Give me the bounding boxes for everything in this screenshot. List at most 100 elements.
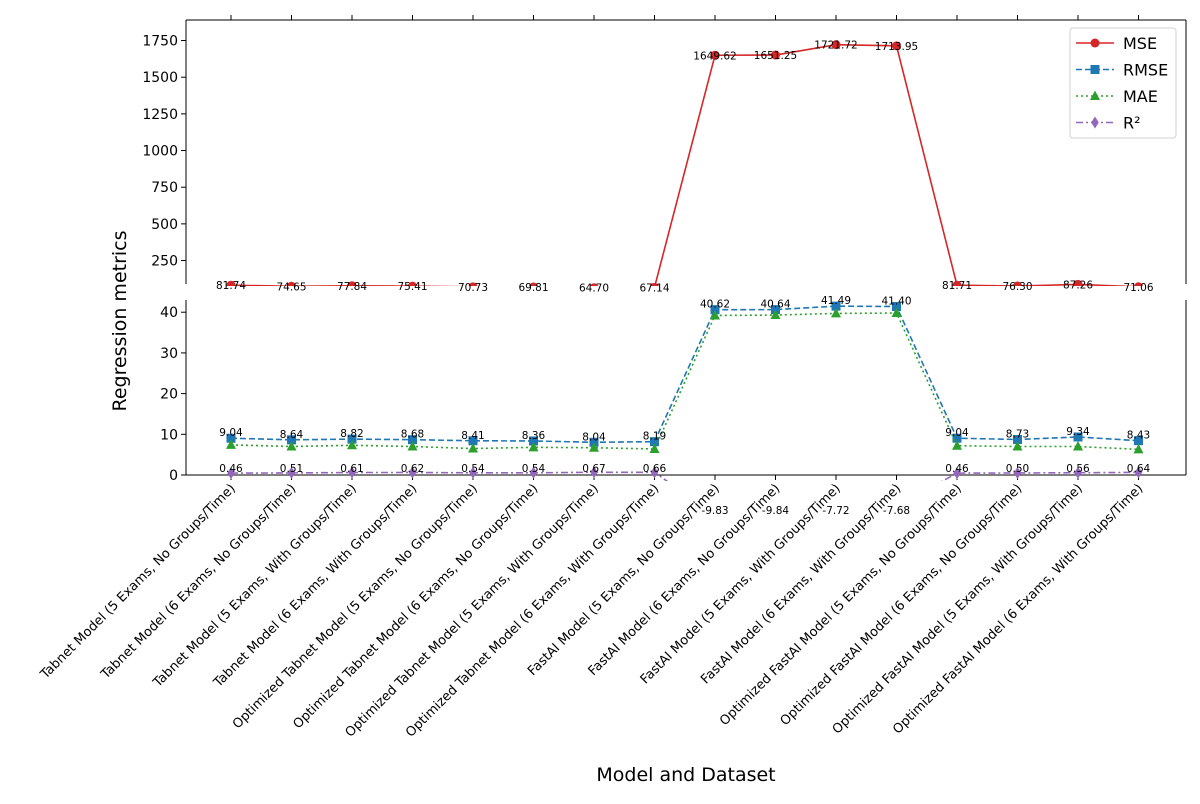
rmse-data-label: 8.19: [643, 431, 666, 443]
series-marker-rmse: [227, 291, 236, 300]
series-marker-mae: [896, 285, 897, 286]
series-marker-mse: [710, 50, 720, 60]
series-marker-rmse: [952, 433, 962, 443]
rmse-data-label: 40.64: [760, 299, 790, 311]
series-marker-mse: [529, 282, 538, 286]
series-marker-mae: [468, 443, 478, 453]
legend-marker-rmse: [1090, 65, 1100, 74]
legend-label-mse: MSE: [1123, 34, 1157, 53]
series-marker-mae: [710, 309, 720, 320]
series-marker-rmse: [468, 436, 478, 446]
series-marker-rmse: [710, 305, 720, 315]
series-marker-rmse: [953, 291, 962, 300]
legend-marker-r2: [1091, 116, 1099, 129]
mse-data-label: 81.74: [216, 280, 246, 292]
series-marker-mse: [650, 197, 659, 206]
series-marker-mae: [1012, 441, 1023, 451]
mse-data-label: 67.14: [639, 282, 669, 294]
upper-ytick-label: 500: [151, 217, 178, 233]
mse-data-label: 1651.25: [754, 50, 797, 62]
series-marker-rmse: [771, 287, 780, 296]
r2-data-label: 0.56: [1066, 463, 1090, 475]
series-marker-mse: [589, 283, 599, 286]
series-marker-r2: [953, 291, 961, 303]
series-marker-mse: [952, 280, 962, 286]
x-axis-title: Model and Dataset: [596, 764, 775, 786]
x-tick-label: Tabnet Model (6 Exams, With Groups/Time): [210, 481, 420, 691]
lower-ytick-label: 30: [160, 346, 178, 362]
series-marker-mse: [287, 281, 296, 286]
series-marker-mae: [407, 441, 418, 451]
series-marker-rmse: [1074, 291, 1083, 300]
series-marker-mse: [347, 281, 357, 286]
series-marker-rmse: [1013, 434, 1022, 444]
series-marker-mae: [226, 439, 236, 449]
series-line-mae: [230, 312, 1139, 451]
series-marker-r2: [408, 466, 417, 479]
series-marker-mae: [714, 285, 716, 286]
legend-label-mae: MAE: [1123, 87, 1158, 106]
mse-data-label: 71.06: [1123, 282, 1153, 294]
series-marker-mse: [1013, 160, 1022, 169]
series-marker-mae: [1073, 291, 1083, 301]
rmse-data-label: 8.68: [401, 429, 424, 441]
series-line-r2: [230, 471, 1139, 481]
series-marker-rmse: [892, 302, 901, 312]
series-marker-rmse: [408, 435, 417, 445]
series-marker-mse: [1134, 282, 1143, 286]
series-line-rmse: [230, 305, 1139, 444]
series-marker-mse: [227, 138, 236, 147]
legend: MSE RMSE MAE R²: [1069, 27, 1177, 139]
mse-data-label: 1721.72: [814, 40, 857, 52]
upper-ytick-label: 1000: [142, 144, 178, 160]
data-labels-group: 81.74 74.65 77.84 75.41 70.73 69.81 64.70 67.14…: [216, 40, 1154, 517]
upper-ytick-label: 750: [151, 180, 178, 196]
rmse-data-label: 9.34: [1066, 426, 1090, 438]
series-marker-mae: [528, 441, 539, 452]
r2-data-label: 0.67: [582, 463, 605, 475]
mse-data-label: 69.81: [518, 282, 548, 294]
series-marker-mse: [408, 281, 417, 286]
series-marker-mse: [468, 282, 478, 286]
legend-label-r2: R²: [1123, 114, 1141, 133]
series-marker-rmse: [1073, 432, 1083, 442]
series-marker-rmse: [831, 301, 841, 311]
series-marker-mse: [529, 186, 538, 195]
series-marker-mse: [1134, 181, 1143, 190]
y-axis-title: Regression metrics: [109, 230, 131, 411]
upper-ytick-label: 250: [151, 254, 178, 270]
mse-data-label: 76.30: [1002, 281, 1032, 293]
series-marker-rmse: [711, 287, 720, 296]
series-marker-r2: [590, 466, 598, 479]
series-marker-mse: [771, 50, 780, 60]
mse-data-label: 81.71: [942, 280, 972, 292]
series-marker-r2: [1134, 466, 1143, 479]
upper-axis-panel: 250 500 750 1000 1250 1500 1750: [142, 15, 1187, 284]
series-marker-mae: [286, 441, 297, 451]
upper-series: [226, 40, 1143, 303]
series-marker-rmse: [1134, 436, 1143, 446]
mse-data-label: 74.65: [276, 281, 306, 293]
r2-data-label: 0.50: [1006, 463, 1029, 475]
lower-ytick-label: 40: [160, 305, 178, 321]
series-marker-mse: [892, 41, 901, 51]
mse-data-label: 64.70: [579, 283, 609, 295]
series-marker-mse: [1073, 279, 1083, 286]
series-marker-r2: [348, 291, 356, 303]
r2-data-label: 0.54: [461, 463, 485, 475]
legend-marker-mae: [1090, 90, 1100, 100]
series-marker-rmse: [226, 433, 236, 443]
rmse-data-label: 8.04: [582, 431, 606, 443]
rmse-data-label: 8.73: [1006, 428, 1029, 440]
legend-box: [1069, 27, 1177, 139]
rmse-data-label: 8.36: [522, 430, 546, 442]
series-marker-mae: [589, 442, 599, 452]
r2-data-label: 0.54: [522, 463, 546, 475]
series-marker-rmse: [287, 435, 296, 445]
rmse-data-label: 41.40: [881, 296, 911, 308]
series-marker-r2: [953, 467, 961, 480]
series-marker-mse: [287, 167, 296, 176]
series-marker-r2: [1074, 466, 1082, 479]
